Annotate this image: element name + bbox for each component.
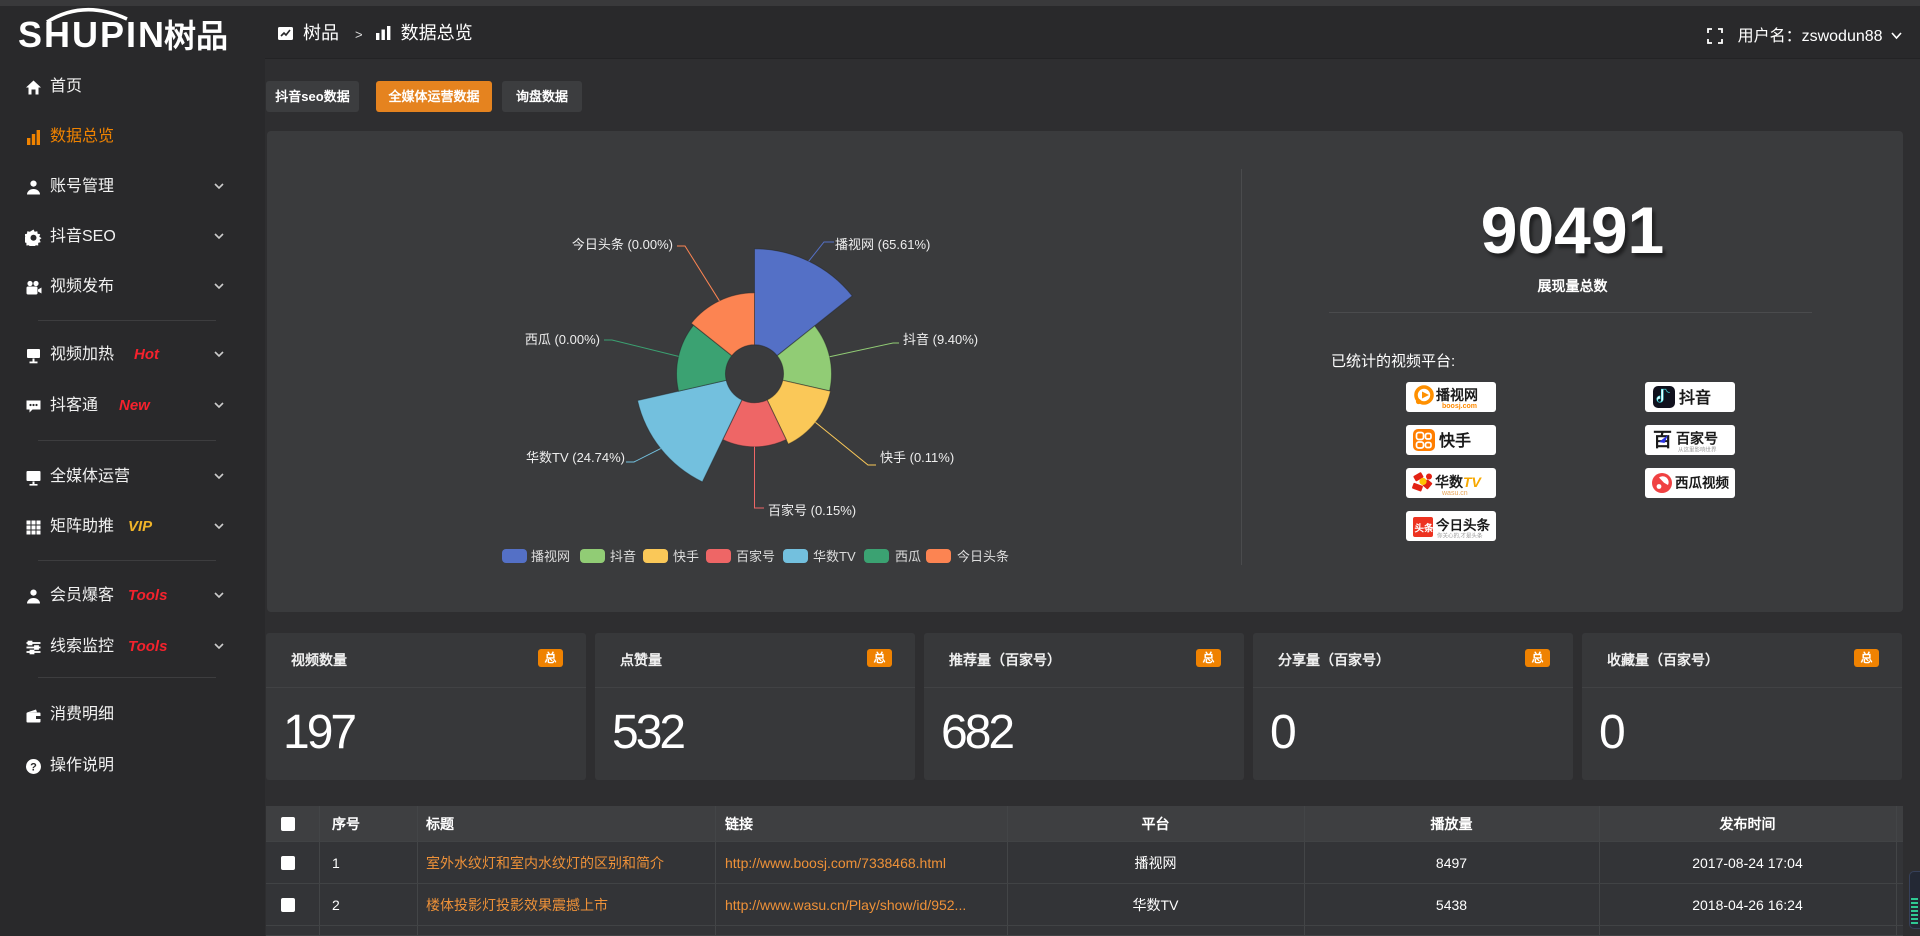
svg-text:西瓜: 西瓜 [895,549,921,564]
svg-text:抖音: 抖音 [1679,388,1711,407]
svg-text:boosj.com: boosj.com [1442,403,1477,410]
svg-text:快手: 快手 [1439,431,1471,450]
svg-text:从这里影响世界: 从这里影响世界 [1678,446,1717,454]
svg-text:播视网: 播视网 [1436,387,1478,403]
svg-text:今日头条 (0.00%): 今日头条 (0.00%) [572,237,673,252]
svg-text:华数TV (24.74%): 华数TV (24.74%) [526,450,625,465]
svg-text:wasu.cn: wasu.cn [1441,490,1468,497]
svg-text:抖音: 抖音 [610,549,636,564]
svg-text:播视网 (65.61%): 播视网 (65.61%) [835,237,930,252]
svg-text:快手 (0.11%): 快手 (0.11%) [880,450,954,465]
svg-text:?: ? [30,762,37,774]
svg-text:快手: 快手 [673,549,699,564]
svg-text:西瓜视频: 西瓜视频 [1675,475,1729,491]
svg-text:百家号: 百家号 [1676,431,1718,447]
svg-text:华数TV: 华数TV [813,549,856,564]
svg-text:你关心的,才是头条: 你关心的,才是头条 [1437,532,1483,540]
svg-text:头条: 头条 [1415,523,1435,535]
svg-text:华数TV: 华数TV [1435,474,1483,490]
svg-text:树品: 树品 [164,18,228,54]
svg-text:百家号: 百家号 [736,549,775,564]
svg-text:西瓜 (0.00%): 西瓜 (0.00%) [525,332,600,347]
svg-text:抖音 (9.40%): 抖音 (9.40%) [903,332,978,347]
svg-text:SHUPIN: SHUPIN [18,14,166,55]
svg-text:今日头条: 今日头条 [1436,517,1490,533]
svg-text:百家号 (0.15%): 百家号 (0.15%) [768,503,856,518]
svg-text:播视网: 播视网 [531,549,570,564]
svg-text:今日头条: 今日头条 [957,549,1009,564]
